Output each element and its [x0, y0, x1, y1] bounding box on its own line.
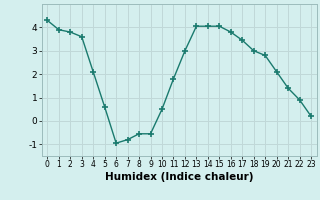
X-axis label: Humidex (Indice chaleur): Humidex (Indice chaleur)	[105, 172, 253, 182]
